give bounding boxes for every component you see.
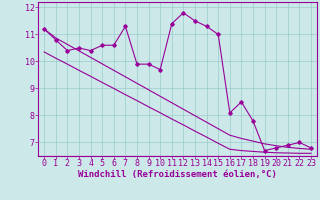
X-axis label: Windchill (Refroidissement éolien,°C): Windchill (Refroidissement éolien,°C) (78, 170, 277, 179)
